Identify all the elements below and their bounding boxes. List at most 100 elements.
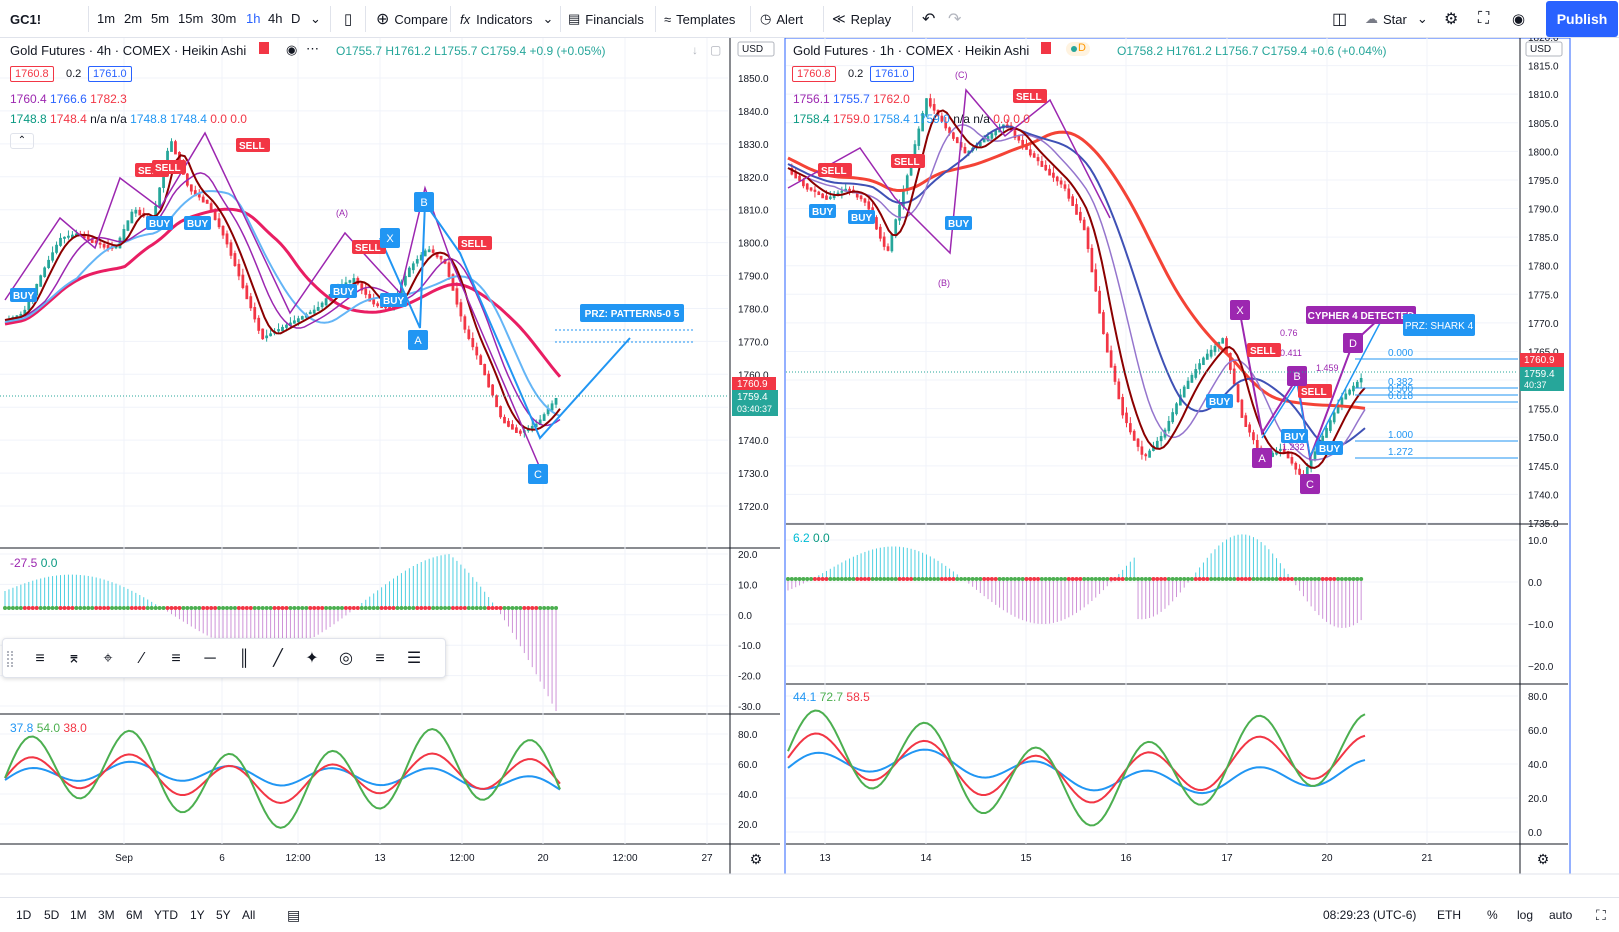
right-cypher-label-bg[interactable]: [1306, 306, 1416, 324]
range-5D[interactable]: 5D: [44, 908, 60, 922]
left-price-candle: [423, 250, 427, 257]
right-price-candle: [817, 191, 821, 196]
gann-icon[interactable]: ║: [238, 650, 250, 667]
chevron-up-icon[interactable]: ⌃: [10, 133, 34, 149]
right-macd-dot: [1282, 577, 1287, 581]
right-price-candle: [1275, 450, 1278, 455]
financials-button[interactable]: ▤ Financials: [568, 0, 644, 38]
left-point-x-bg[interactable]: [380, 228, 400, 248]
market-status-badge[interactable]: D: [1066, 42, 1090, 56]
trend-line-icon[interactable]: ╱: [273, 650, 283, 667]
right-point-c-bg[interactable]: [1300, 474, 1320, 494]
eye-icon[interactable]: ◉: [286, 42, 298, 57]
right-point-d-bg[interactable]: [1343, 333, 1363, 353]
left-point-a-bg[interactable]: [408, 330, 428, 350]
interval-4h[interactable]: 4h: [268, 11, 283, 26]
more-icon[interactable]: ⋯: [306, 41, 319, 56]
range-YTD[interactable]: YTD: [154, 908, 178, 922]
right-chart-title[interactable]: Gold Futures · 1h · COMEX · Heikin Ashi: [793, 43, 1030, 58]
range-5Y[interactable]: 5Y: [216, 908, 231, 922]
publish-button[interactable]: Publish: [1546, 1, 1618, 37]
channel-icon[interactable]: ≡: [375, 650, 385, 667]
range-1D[interactable]: 1D: [16, 908, 32, 922]
chevron-down-icon[interactable]: ⌄: [310, 11, 321, 26]
left-macd-dot: [189, 606, 194, 610]
left-chart-title[interactable]: Gold Futures · 4h · COMEX · Heikin Ashi: [10, 43, 247, 58]
left-point-c-bg[interactable]: [528, 464, 548, 484]
cycle-icon[interactable]: ◎: [339, 650, 353, 667]
symbol-search[interactable]: GC1!: [10, 11, 42, 27]
fullscreen-icon[interactable]: ⛶: [1478, 10, 1490, 27]
horizontal-lines-icon[interactable]: ≡: [35, 650, 45, 667]
right-price-candle: [790, 168, 794, 175]
left-point-b-bg[interactable]: [414, 192, 434, 212]
auto-toggle[interactable]: auto: [1549, 908, 1573, 922]
right-currency-badge[interactable]: [1525, 41, 1563, 57]
left-price-candle: [118, 237, 122, 249]
fullscreen-icon[interactable]: ⛶: [1596, 907, 1606, 923]
pattern-icon[interactable]: ⌆: [67, 650, 81, 667]
replay-button[interactable]: ≪ Replay: [832, 0, 891, 38]
compare-button[interactable]: ⊕ Compare: [376, 0, 448, 38]
interval-5m[interactable]: 5m: [151, 11, 170, 26]
right-point-x-bg[interactable]: [1230, 300, 1250, 320]
alert-button[interactable]: ◷ Alert: [760, 0, 803, 38]
left-price-candle: [411, 263, 415, 271]
left-sell-price[interactable]: 1760.8: [10, 66, 54, 82]
right-point-a-bg[interactable]: [1252, 448, 1272, 468]
right-prz-label-bg[interactable]: [1403, 314, 1475, 336]
interval-15m[interactable]: 15m: [178, 11, 204, 26]
regression-icon[interactable]: ☰: [406, 650, 422, 667]
log-toggle[interactable]: log: [1517, 908, 1534, 922]
left-macd-dot: [117, 606, 122, 610]
left-price-candle: [86, 236, 90, 240]
right-point-b-bg[interactable]: [1287, 366, 1307, 386]
interval-30m[interactable]: 30m: [211, 11, 237, 26]
left-currency-badge[interactable]: [737, 41, 775, 57]
abcd-icon[interactable]: ⌖: [103, 650, 113, 667]
left-macd-dot: [137, 606, 142, 610]
range-1M[interactable]: 1M: [70, 908, 87, 922]
session-button[interactable]: ETH: [1437, 908, 1461, 922]
left-prz-label-bg[interactable]: [580, 304, 684, 322]
flag-icon[interactable]: [1041, 42, 1051, 54]
left-price-candle: [23, 309, 27, 316]
camera-icon[interactable]: ◉: [1512, 11, 1526, 28]
interval-1h[interactable]: 1h: [246, 11, 261, 26]
interval-1m[interactable]: 1m: [97, 11, 116, 26]
charts-canvas[interactable]: 1850.0 1840.0 1830.0 1820.0 1810.0 1800.0 1790…: [0, 38, 1619, 896]
percent-toggle[interactable]: %: [1487, 908, 1498, 922]
range-6M[interactable]: 6M: [126, 908, 143, 922]
left-price-candle: [427, 249, 431, 253]
path-icon[interactable]: ⁄: [140, 650, 144, 667]
undo-icon[interactable]: ↶: [922, 11, 936, 28]
range-1Y[interactable]: 1Y: [190, 908, 205, 922]
layout-icon[interactable]: ◫: [1332, 11, 1348, 28]
right-macd-dot: [878, 577, 883, 581]
drag-handle-icon[interactable]: [7, 651, 13, 667]
settings-gear-icon[interactable]: ⚙: [1444, 11, 1459, 28]
left-buy-price[interactable]: 1761.0: [88, 66, 132, 82]
interval-2m[interactable]: 2m: [124, 11, 143, 26]
left-sell-label: SELL: [461, 239, 487, 250]
ray-icon[interactable]: ─: [204, 650, 216, 667]
star-button[interactable]: ☁ Star ⌄: [1365, 0, 1428, 38]
redo-icon[interactable]: ↷: [948, 11, 962, 28]
xabcd-icon[interactable]: ✦: [305, 650, 319, 667]
candle-style-icon[interactable]: ▯: [344, 11, 353, 28]
fib-icon[interactable]: ≡: [171, 650, 181, 667]
clock-readout[interactable]: 08:29:23 (UTC-6): [1323, 908, 1417, 922]
right-sell-price[interactable]: 1760.8: [792, 66, 836, 82]
right-ratio-label: 1.459: [1316, 363, 1339, 373]
left-price-candle: [213, 210, 217, 220]
right-macd-dot: [1082, 577, 1087, 581]
range-3M[interactable]: 3M: [98, 908, 115, 922]
indicators-button[interactable]: fx Indicators ⌄: [460, 0, 553, 38]
flag-icon[interactable]: [259, 42, 269, 54]
range-All[interactable]: All: [242, 908, 256, 922]
date-range-icon[interactable]: ▤: [287, 907, 301, 923]
templates-button[interactable]: ≈ Templates: [664, 0, 735, 38]
right-buy-price[interactable]: 1761.0: [870, 66, 914, 82]
interval-D[interactable]: D: [291, 11, 301, 26]
right-price-candle: [952, 132, 955, 139]
